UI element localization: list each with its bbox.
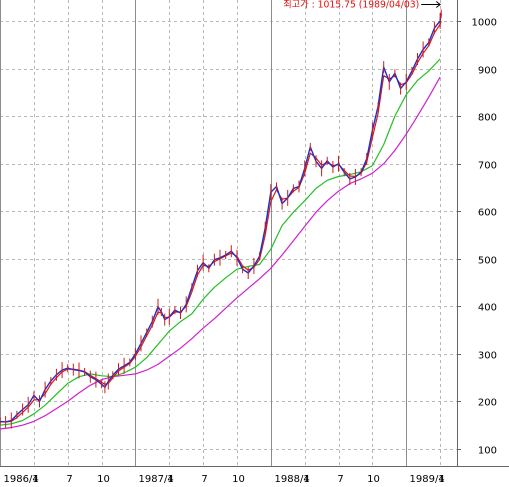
x-tick-label: 7 <box>337 474 343 485</box>
y-axis: 100 200 300 400 500 600 700 800 900 1000 <box>457 18 497 457</box>
x-tick-label: 10 <box>367 474 380 485</box>
plot-background <box>0 0 457 487</box>
y-tick-label: 100 <box>478 446 497 457</box>
y-tick-label: 600 <box>478 208 497 219</box>
y-tick-label: 800 <box>478 113 497 124</box>
y-tick-label: 700 <box>478 161 497 172</box>
x-tick-label: 10 <box>232 474 245 485</box>
x-tick-label: 4 <box>303 474 309 485</box>
series-line-price <box>0 13 442 423</box>
arrowhead-icon <box>435 1 442 8</box>
x-tick-label: 4 <box>32 474 38 485</box>
x-tick-label: 1989/1 <box>410 474 445 485</box>
series-line-ma-mid <box>0 58 441 426</box>
y-tick-label: 900 <box>478 66 497 77</box>
x-tick-label: 1988/1 <box>275 474 310 485</box>
x-tick-label: 10 <box>97 474 110 485</box>
x-axis-band <box>0 467 509 487</box>
y-tick-label: 300 <box>478 351 497 362</box>
x-axis: 1986/14 7 10 1987/14 7 10 1988/14 7 10 1989/14 <box>4 474 445 485</box>
y-tick-label: 500 <box>478 256 497 267</box>
x-tick-label: 4 <box>167 474 173 485</box>
x-tick-label: 1987/1 <box>139 474 174 485</box>
y-tick-label: 200 <box>478 398 497 409</box>
x-tick-label: 7 <box>66 474 72 485</box>
y-tick-label: 400 <box>478 303 497 314</box>
x-tick-label: 7 <box>201 474 207 485</box>
x-tick-label: 4 <box>438 474 444 485</box>
high-price-annotation: 최고가 : 1015.75 (1989/04/03) <box>283 0 442 11</box>
series-line-ma-long <box>0 76 441 430</box>
y-tick-label: 1000 <box>472 18 497 29</box>
x-tick-label: 1986/1 <box>4 474 39 485</box>
series-layer <box>0 9 442 430</box>
high-price-label: 최고가 : 1015.75 (1989/04/03) <box>283 0 419 11</box>
